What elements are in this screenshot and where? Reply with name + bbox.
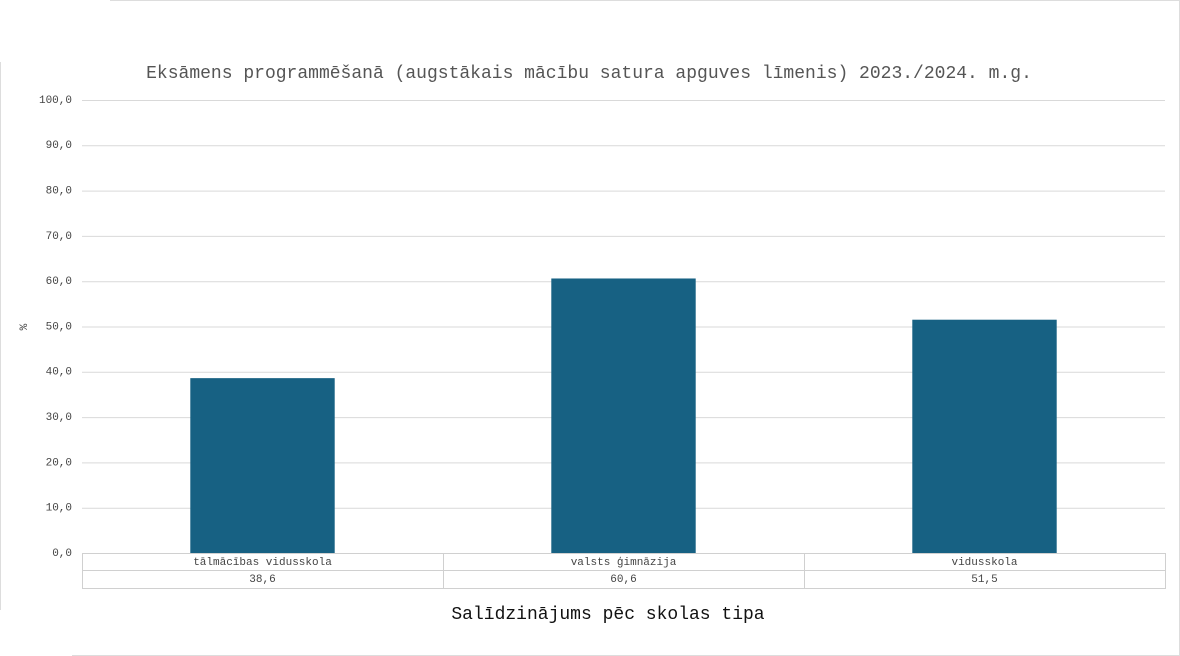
x-tick-label: vidusskola bbox=[951, 557, 1017, 569]
bar bbox=[912, 319, 1057, 553]
y-tick-label: 70,0 bbox=[46, 231, 72, 243]
x-tick-label: valsts ģimnāzija bbox=[571, 556, 677, 569]
y-tick-label: 0,0 bbox=[52, 548, 72, 560]
y-axis-title: % bbox=[19, 323, 31, 330]
y-tick-label: 80,0 bbox=[46, 186, 72, 198]
y-tick-label: 10,0 bbox=[46, 503, 72, 515]
bar bbox=[551, 278, 696, 553]
value-label: 60,6 bbox=[610, 574, 636, 586]
value-label: 38,6 bbox=[249, 574, 275, 586]
x-tick-label: tālmācības vidusskola bbox=[193, 557, 332, 569]
bar bbox=[190, 378, 335, 553]
y-tick-label: 60,0 bbox=[46, 276, 72, 288]
y-tick-label: 90,0 bbox=[46, 140, 72, 152]
y-tick-label: 100,0 bbox=[39, 95, 72, 107]
y-tick-label: 30,0 bbox=[46, 412, 72, 424]
x-axis-title: Salīdzinājums pēc skolas tipa bbox=[451, 605, 764, 625]
y-tick-label: 40,0 bbox=[46, 367, 72, 379]
value-label: 51,5 bbox=[971, 574, 997, 586]
y-tick-label: 50,0 bbox=[46, 321, 72, 333]
chart-title: Eksāmens programmēšanā (augstākais mācīb… bbox=[146, 64, 1032, 84]
y-tick-label: 20,0 bbox=[46, 457, 72, 469]
